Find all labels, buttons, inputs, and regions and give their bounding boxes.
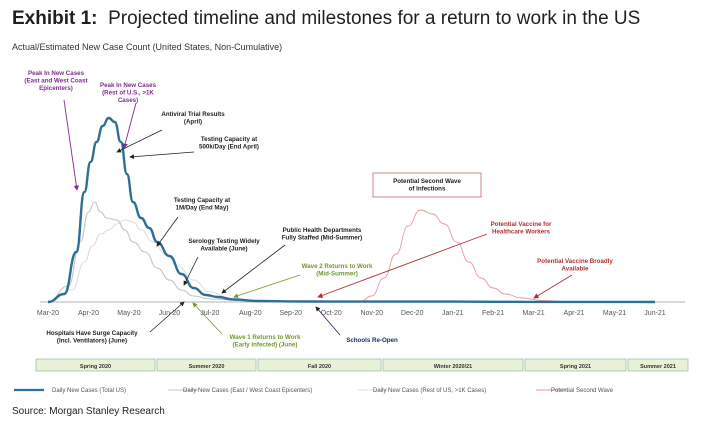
- title-prefix: Exhibit 1:: [12, 8, 98, 29]
- x-tick-label: Jun-21: [644, 310, 666, 317]
- season-label: Summer 2021: [640, 364, 676, 370]
- season-label: Summer 2020: [189, 364, 225, 370]
- annotation-antiviral: Antiviral Trial Results (April): [161, 111, 225, 126]
- arrow-testing-500k: [129, 151, 195, 160]
- annotation-second-wave: Potential Second Wave of Infections: [393, 178, 461, 193]
- arrow-serology: [183, 256, 199, 286]
- x-tick-label: Feb-21: [482, 310, 504, 317]
- arrow-vaccine-hcw: [317, 233, 488, 298]
- arrow-vaccine-broad: [533, 274, 573, 299]
- annotation-wave2: Wave 2 Returns to Work (Mid-Summer): [302, 263, 373, 278]
- arrow-peak-rest: [122, 102, 137, 149]
- x-tick-label: Apr-20: [78, 310, 99, 317]
- annotation-public-health: Public Health Departments Fully Staffed (…: [282, 227, 362, 242]
- x-tick-label: Aug-20: [239, 310, 262, 317]
- arrow-testing-1m: [156, 216, 179, 247]
- x-tick-label: Jun-20: [159, 310, 181, 317]
- annotation-testing-1m: Testing Capacity at 1M/Day (End May): [174, 197, 230, 212]
- x-tick-label: Jan-21: [442, 310, 464, 317]
- annotation-serology: Serology Testing Widely Available (June): [188, 238, 260, 253]
- season-label: Fall 2020: [308, 364, 331, 370]
- season-label: Winter 2020/21: [434, 364, 472, 370]
- annotation-schools: Schools Re-Open: [346, 337, 398, 344]
- arrow-schools: [315, 306, 341, 336]
- arrow-antiviral: [116, 129, 163, 153]
- annotation-vaccine-broad: Potential Vaccine Broadly Available: [537, 258, 613, 273]
- legend-label: Daily New Cases (East / West Coast Epice…: [183, 388, 312, 394]
- season-band: [35, 358, 156, 372]
- x-tick-label: Nov-20: [360, 310, 383, 317]
- annotation-peak-rest: Peak In New Cases (Rest of U.S., >1K Cases…: [100, 82, 157, 104]
- annotation-hospitals: Hospitals Have Surge Capacity (Incl. Vent…: [46, 330, 138, 345]
- season-label: Spring 2021: [560, 364, 591, 370]
- x-tick-label: Dec-20: [401, 310, 424, 317]
- title-text: Projected timeline and milestones for a …: [108, 8, 641, 29]
- legend-label: Potential Second Wave: [551, 388, 614, 394]
- x-tick-label: Mar-21: [523, 310, 545, 317]
- series-line-east-west: [47, 201, 332, 303]
- annotation-wave1: Wave 1 Returns to Work (Early Infected) (…: [230, 334, 301, 349]
- legend-label: Daily New Cases (Rest of US, >1K Cases): [373, 388, 486, 394]
- arrow-peak-epicenters: [63, 99, 80, 191]
- x-tick-label: May-20: [117, 310, 140, 317]
- chart-subtitle: Actual/Estimated New Case Count (United …: [12, 42, 283, 52]
- season-band: [156, 358, 257, 372]
- season-band: [627, 358, 689, 372]
- season-label: Spring 2020: [80, 364, 111, 370]
- series-line-second-wave: [359, 209, 575, 303]
- annotation-peak-epicenters: Peak In New Cases (East and West Coast Epi…: [24, 70, 87, 92]
- arrow-public-health: [221, 244, 286, 294]
- arrow-wave1: [192, 302, 223, 335]
- chart-title: Exhibit 1: Projected timeline and milest…: [12, 8, 640, 30]
- season-band: [382, 358, 524, 372]
- arrow-wave2: [233, 274, 301, 299]
- x-tick-label: Apr-21: [564, 310, 585, 317]
- legend-label: Daily New Cases (Total US): [52, 388, 126, 394]
- arrow-hospitals: [149, 301, 185, 333]
- season-band: [257, 358, 382, 372]
- source-note: Source: Morgan Stanley Research: [12, 406, 165, 417]
- x-tick-label: Jul-20: [200, 310, 219, 317]
- x-tick-label: Oct-20: [321, 310, 342, 317]
- second-wave-box: [372, 172, 482, 198]
- series-line-total: [47, 116, 656, 304]
- annotation-vaccine-hcw: Potential Vaccine for Healthcare Workers: [491, 221, 552, 236]
- season-band: [524, 358, 627, 372]
- annotation-testing-500k: Testing Capacity at 500k/Day (End April): [199, 136, 259, 151]
- x-tick-label: Sep-20: [280, 310, 303, 317]
- x-tick-label: May-21: [603, 310, 626, 317]
- series-line-rest: [47, 219, 332, 303]
- x-tick-label: Mar-20: [37, 310, 59, 317]
